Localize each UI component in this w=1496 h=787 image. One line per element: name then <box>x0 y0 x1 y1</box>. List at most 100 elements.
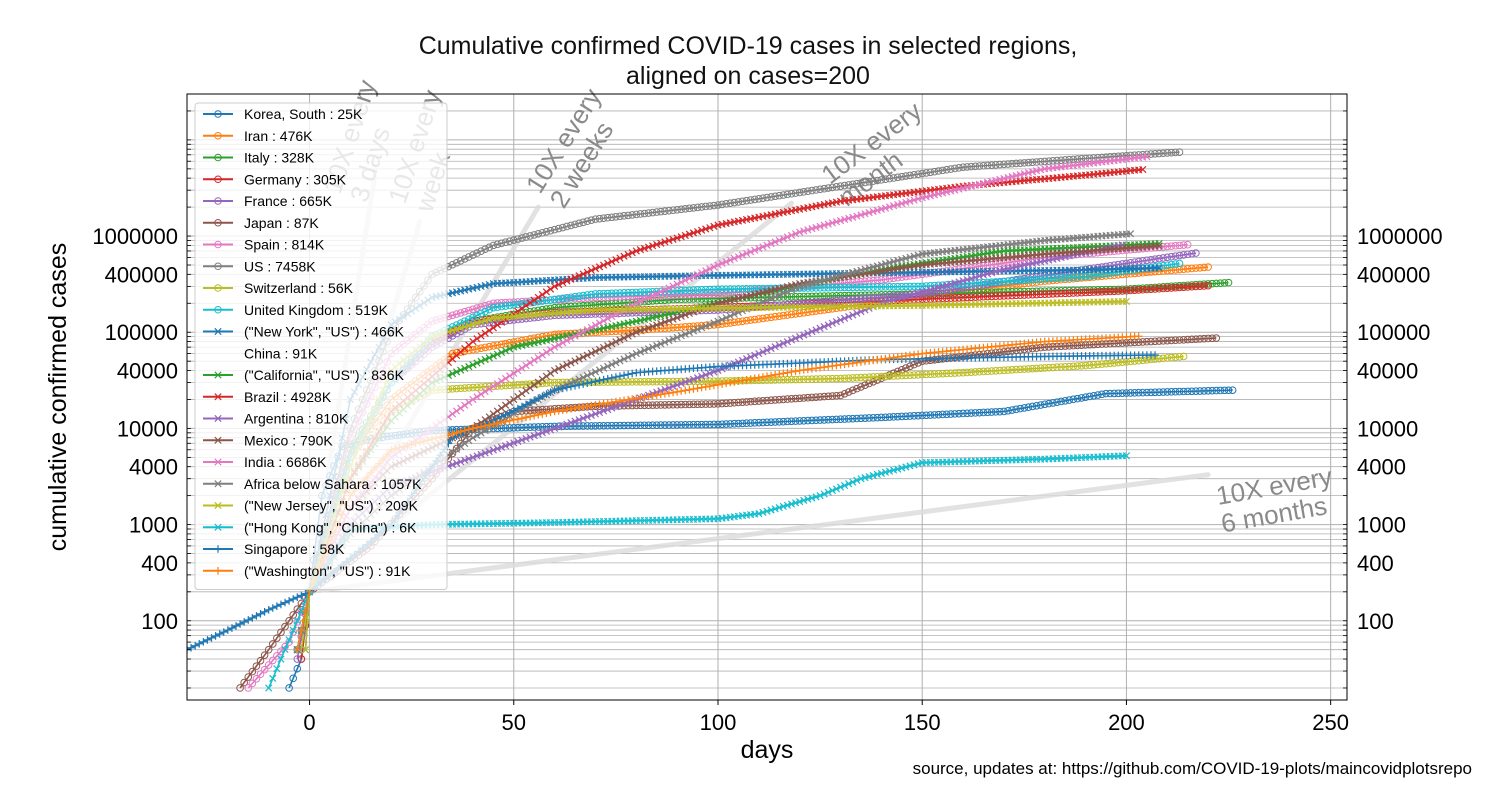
point-marker <box>701 202 710 211</box>
point-marker <box>955 164 963 172</box>
point-marker <box>697 294 706 303</box>
point-marker <box>571 294 579 303</box>
point-marker <box>1138 388 1147 397</box>
point-marker <box>975 281 984 290</box>
point-marker <box>738 398 747 406</box>
point-marker <box>211 632 220 640</box>
legend-label: Africa below Sahara : 1057K <box>244 476 422 492</box>
point-marker <box>1069 395 1078 404</box>
y-tick-label-left: 10000 <box>117 416 178 441</box>
point-marker <box>1200 282 1208 290</box>
point-marker <box>767 396 775 405</box>
point-marker <box>1081 286 1090 294</box>
point-marker <box>673 421 681 429</box>
point-marker <box>644 421 653 430</box>
point-marker <box>285 616 293 625</box>
point-marker <box>718 289 726 298</box>
point-marker <box>268 604 277 612</box>
point-marker <box>840 389 849 398</box>
point-marker <box>808 416 816 425</box>
point-marker <box>787 395 796 403</box>
point-marker <box>693 384 702 393</box>
legend-label: Brazil : 4928K <box>244 389 332 405</box>
point-marker <box>722 289 730 298</box>
point-marker <box>264 645 273 654</box>
point-marker <box>910 170 918 179</box>
point-marker <box>853 179 861 188</box>
point-marker <box>979 408 988 417</box>
point-marker <box>1102 153 1110 161</box>
point-marker <box>665 206 673 215</box>
point-marker <box>252 612 261 620</box>
y-tick-label-left: 100 <box>141 609 178 634</box>
x-tick-label: 250 <box>1312 710 1349 735</box>
point-marker <box>685 322 694 331</box>
point-marker <box>473 345 481 353</box>
point-marker <box>885 292 894 301</box>
point-marker <box>1163 149 1172 157</box>
point-marker <box>1057 156 1065 165</box>
point-marker <box>661 421 669 429</box>
point-marker <box>1061 362 1069 371</box>
point-marker <box>771 301 779 310</box>
point-marker <box>885 174 894 183</box>
point-marker <box>1045 399 1053 408</box>
point-marker <box>219 628 228 636</box>
point-marker <box>1073 362 1082 370</box>
point-marker <box>1134 257 1143 266</box>
point-marker <box>681 295 690 303</box>
point-marker <box>1122 259 1131 268</box>
point-marker <box>771 396 779 404</box>
point-marker <box>836 391 845 400</box>
point-marker <box>975 293 984 301</box>
point-marker <box>820 297 828 306</box>
point-marker <box>640 377 649 386</box>
point-marker <box>857 414 865 423</box>
point-marker <box>934 289 943 298</box>
point-marker <box>1167 336 1176 345</box>
point-marker <box>1196 335 1204 343</box>
point-marker <box>657 324 665 333</box>
point-marker <box>763 418 771 427</box>
point-marker <box>1192 249 1200 257</box>
point-marker <box>285 684 293 692</box>
point-marker <box>967 409 976 417</box>
point-marker <box>1114 287 1123 295</box>
point-marker <box>1134 286 1143 294</box>
point-marker <box>832 296 841 305</box>
point-marker <box>799 375 808 384</box>
point-marker <box>1208 334 1217 343</box>
point-marker <box>1204 334 1212 343</box>
point-marker <box>1057 397 1065 406</box>
point-marker <box>963 293 971 302</box>
point-marker <box>1179 352 1188 361</box>
point-marker <box>1098 153 1106 162</box>
point-marker <box>1118 246 1127 255</box>
point-marker <box>1012 159 1020 168</box>
point-marker <box>975 262 984 271</box>
point-marker <box>518 234 526 242</box>
point-marker <box>493 240 502 249</box>
x-tick-label: 0 <box>303 710 315 735</box>
point-marker <box>514 337 522 346</box>
point-marker <box>1098 360 1106 368</box>
point-marker <box>763 396 771 405</box>
point-marker <box>934 167 943 175</box>
chart-title-line-2: aligned on cases=200 <box>626 62 870 90</box>
point-marker <box>677 400 686 409</box>
point-marker <box>1061 396 1069 405</box>
point-marker <box>1065 268 1074 276</box>
point-marker <box>759 293 767 302</box>
point-marker <box>1045 290 1053 298</box>
point-marker <box>1028 364 1037 373</box>
point-marker <box>526 232 534 240</box>
point-marker <box>979 367 988 376</box>
point-marker <box>460 307 469 316</box>
point-marker <box>538 422 547 431</box>
point-marker <box>268 656 277 665</box>
point-marker <box>1155 149 1163 158</box>
point-marker <box>652 208 661 216</box>
point-marker <box>1118 389 1127 397</box>
point-marker <box>808 375 816 383</box>
point-marker <box>828 415 837 424</box>
